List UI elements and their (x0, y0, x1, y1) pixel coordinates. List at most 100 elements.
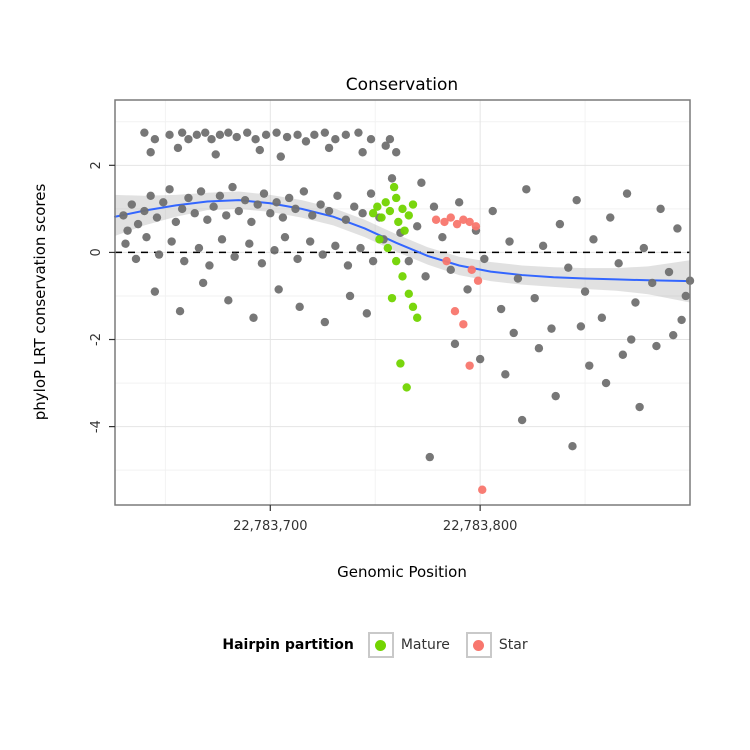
data-point-other (217, 235, 227, 244)
data-point-other (358, 209, 367, 218)
data-point-star (465, 361, 474, 370)
data-point-other (392, 148, 401, 157)
data-point-other (454, 198, 464, 207)
data-point-other (261, 130, 271, 140)
data-point-other (247, 217, 256, 227)
data-point-other (385, 134, 395, 144)
data-point-star (467, 265, 476, 275)
data-point-mature (398, 272, 407, 281)
data-point-mature (404, 289, 413, 298)
data-point-other (171, 217, 181, 227)
data-point-other (576, 322, 586, 331)
data-point-mature (377, 213, 386, 222)
data-point-other (159, 198, 168, 207)
data-point-other (331, 134, 340, 144)
legend-entry-star: Star (465, 632, 528, 658)
data-point-other (150, 287, 160, 296)
legend-key-star (465, 632, 492, 658)
data-point-other (295, 302, 304, 312)
data-point-other (224, 296, 233, 305)
data-point-other (589, 235, 598, 244)
panel-border (114, 99, 691, 506)
data-point-other (664, 267, 674, 277)
data-point-other (146, 148, 155, 157)
data-point-mature (408, 302, 418, 312)
data-point-other (123, 226, 132, 235)
legend: Hairpin partition Mature Star (0, 632, 750, 658)
data-point-other (368, 256, 378, 266)
data-point-other (538, 241, 548, 251)
data-point-other (305, 237, 315, 246)
data-point-star (440, 217, 449, 227)
x-tick-label: 22,783,700 (233, 519, 307, 534)
scatter-plot: Conservation 22,783,700 22,783,80020-2-4 … (31, 75, 695, 581)
data-point-other (142, 232, 151, 242)
data-point-other (310, 130, 319, 140)
data-point-other (196, 187, 206, 196)
data-point-mature (402, 383, 411, 392)
data-point-other (343, 261, 353, 270)
data-point-mature (408, 200, 418, 209)
data-point-other (341, 130, 351, 140)
data-point-other (308, 211, 317, 220)
data-point-other (282, 132, 292, 142)
data-point-other (446, 265, 455, 275)
legend-dot-icon (473, 639, 485, 651)
data-point-mature (394, 217, 403, 227)
data-point-other (362, 309, 372, 318)
data-point-other (257, 259, 267, 268)
legend-dot-icon (375, 639, 387, 651)
data-point-other (601, 378, 611, 388)
data-point-other (404, 256, 413, 266)
data-point-other (341, 215, 351, 224)
data-point-other (211, 150, 220, 159)
data-point-other (580, 287, 590, 296)
y-tick-label: 0 (89, 248, 104, 256)
data-point-star (431, 215, 441, 224)
data-point-other (167, 237, 176, 246)
data-point-other (240, 195, 250, 205)
data-point-other (488, 206, 497, 216)
legend-key-mature (367, 632, 394, 658)
data-point-other (480, 254, 489, 264)
data-point-mature (375, 235, 384, 244)
data-point-mature (396, 359, 405, 368)
data-point-other (381, 141, 390, 150)
smooth-trend-line (114, 199, 691, 283)
data-point-mature (381, 198, 390, 207)
plot-panel: 22,783,700 22,783,800 2 0 -2 -4 (89, 99, 695, 534)
data-point-other (293, 130, 302, 140)
data-point-other (320, 317, 330, 327)
data-point-other (652, 341, 661, 351)
data-point-other (331, 241, 340, 251)
data-point-other (119, 211, 128, 220)
data-point-other (614, 259, 623, 268)
data-point-other (673, 224, 682, 233)
data-point-other (177, 128, 187, 137)
data-point-other (209, 202, 218, 211)
data-point-other (438, 232, 447, 242)
data-point-other (224, 128, 233, 137)
data-point-mature (398, 204, 407, 214)
data-point-other (184, 134, 193, 144)
data-point-other (320, 128, 330, 137)
data-point-other (203, 215, 212, 224)
data-point-other (551, 391, 560, 401)
data-point-other (564, 263, 573, 272)
data-point-other (205, 261, 214, 270)
data-point-other (146, 191, 155, 201)
data-point-other (234, 206, 244, 216)
data-point-other (517, 415, 527, 425)
data-point-other (192, 130, 202, 140)
data-point-mature (412, 313, 422, 322)
data-point-other (463, 285, 472, 294)
data-point-other (635, 402, 644, 412)
data-point-star (459, 320, 468, 329)
x-axis-label: Genomic Position (337, 563, 467, 581)
data-point-other (259, 189, 269, 198)
data-point-other (631, 298, 640, 307)
data-point-other (245, 239, 254, 248)
data-point-other (276, 152, 285, 161)
data-point-other (354, 128, 363, 137)
data-point-other (140, 128, 149, 137)
